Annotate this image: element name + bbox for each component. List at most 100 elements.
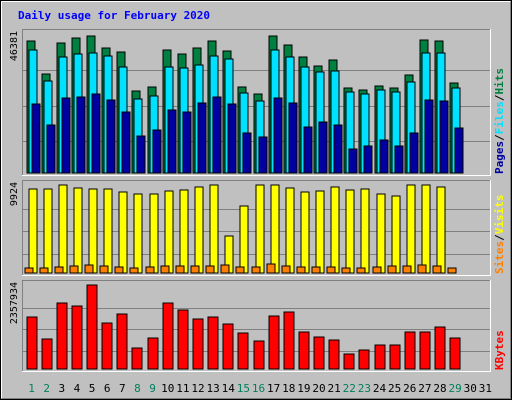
kbytes-bar [162, 302, 174, 370]
sites-bar [372, 266, 382, 274]
visits-bar [315, 190, 325, 274]
kbytes-bar [26, 316, 38, 370]
x-tick-label: 4 [74, 382, 81, 395]
x-tick-label: 13 [206, 382, 219, 395]
kbytes-bar [41, 338, 53, 370]
x-tick-label: 16 [252, 382, 265, 395]
visits-bar [360, 188, 370, 274]
kbytes-bar [71, 305, 83, 370]
kbytes-bar [222, 323, 234, 370]
series-kbytes [26, 284, 461, 370]
pages-bar [46, 124, 56, 174]
pages-bar [152, 129, 162, 174]
visits-bar [164, 190, 174, 274]
visits-bar [270, 184, 280, 274]
x-tick-label: 31 [479, 382, 492, 395]
visits-bar [88, 188, 98, 274]
visits-bar [133, 193, 143, 274]
pages-bar [167, 109, 177, 174]
visits-bar [43, 188, 53, 274]
kbytes-bar [389, 344, 401, 370]
pages-bar [348, 148, 358, 174]
y-axis-max-label: 9924 [9, 182, 20, 206]
kbytes-bar [328, 339, 340, 370]
x-tick-label: 3 [59, 382, 66, 395]
pages-bar [212, 96, 222, 174]
visits-bar [406, 184, 416, 274]
legend-entry-pages: Pages [493, 141, 506, 174]
kbytes-bar [268, 315, 280, 370]
legend: KBytes [493, 330, 506, 370]
pages-bar [424, 99, 434, 174]
sites-bar [114, 266, 124, 274]
series-pages [31, 93, 464, 174]
visits-bar [376, 193, 386, 274]
kbytes-bar [147, 337, 159, 370]
legend-entry-visits: Visits [493, 195, 506, 235]
x-tick-label: 11 [176, 382, 189, 395]
visits-bar [421, 184, 431, 274]
visits-bar [255, 184, 265, 274]
pages-bar [76, 96, 86, 174]
x-tick-label: 15 [237, 382, 250, 395]
sites-bar [39, 267, 49, 274]
pages-bar [409, 132, 419, 174]
visits-bar [330, 186, 340, 274]
kbytes-bar [207, 316, 219, 370]
sites-bar [175, 265, 185, 274]
sites-bar [220, 264, 230, 274]
kbytes-bar [419, 331, 431, 370]
visits-bar [391, 195, 401, 274]
visits-bar [58, 184, 68, 274]
x-tick-label: 28 [433, 382, 446, 395]
visits-bar [149, 193, 159, 274]
sites-bar [311, 266, 321, 274]
x-tick-label: 9 [149, 382, 156, 395]
visits-bar [239, 205, 249, 274]
kbytes-bar [86, 284, 98, 370]
chart-panels: 46381Pages/Files/Hits9924Sites/Visits235… [9, 29, 506, 372]
x-tick-label: 27 [418, 382, 431, 395]
kbytes-bar [404, 331, 416, 370]
sites-bar [387, 265, 397, 274]
pages-bar [333, 124, 343, 174]
sites-bar [402, 265, 412, 274]
kbytes-bar [298, 331, 310, 370]
kbytes-bar [358, 349, 370, 370]
kbytes-bar [283, 311, 295, 370]
x-tick-label: 19 [297, 382, 310, 395]
pages-bar [273, 97, 283, 174]
x-tick-label: 5 [89, 382, 96, 395]
sites-bar [160, 265, 170, 274]
kbytes-bar [253, 340, 265, 370]
visits-bar [285, 187, 295, 274]
x-tick-label: 1 [28, 382, 35, 395]
visits-bar [28, 188, 38, 274]
pages-bar [197, 102, 207, 174]
panel-visits-sites: 9924 Sites/Visits [9, 180, 506, 276]
pages-bar [379, 139, 389, 174]
pages-bar [136, 135, 146, 174]
sites-bar [266, 263, 276, 274]
pages-bar [288, 102, 298, 174]
pages-bar [106, 99, 116, 174]
x-tick-label: 8 [134, 382, 141, 395]
kbytes-bar [374, 344, 386, 370]
visits-bar [436, 186, 446, 274]
visits-bar [179, 189, 189, 274]
sites-bar [281, 265, 291, 274]
pages-bar [303, 126, 313, 174]
pages-bar [454, 127, 464, 174]
kbytes-bar [192, 318, 204, 370]
visits-bar [73, 187, 83, 274]
legend-separator: / [493, 134, 506, 141]
x-tick-label: 24 [373, 382, 387, 395]
x-tick-label: 26 [403, 382, 416, 395]
y-axis-max-label: 2357934 [9, 282, 20, 324]
pages-bar [242, 132, 252, 174]
sites-bar [129, 267, 139, 274]
x-axis-tick-labels: 1 2 3 4 5 6 7 8 9 10 11 12 13 14 15 16 17 18 19 20 21 22 23 24 2… [28, 382, 492, 395]
pages-bar [91, 93, 101, 174]
sites-bar [447, 267, 457, 274]
kbytes-bar [343, 353, 355, 370]
